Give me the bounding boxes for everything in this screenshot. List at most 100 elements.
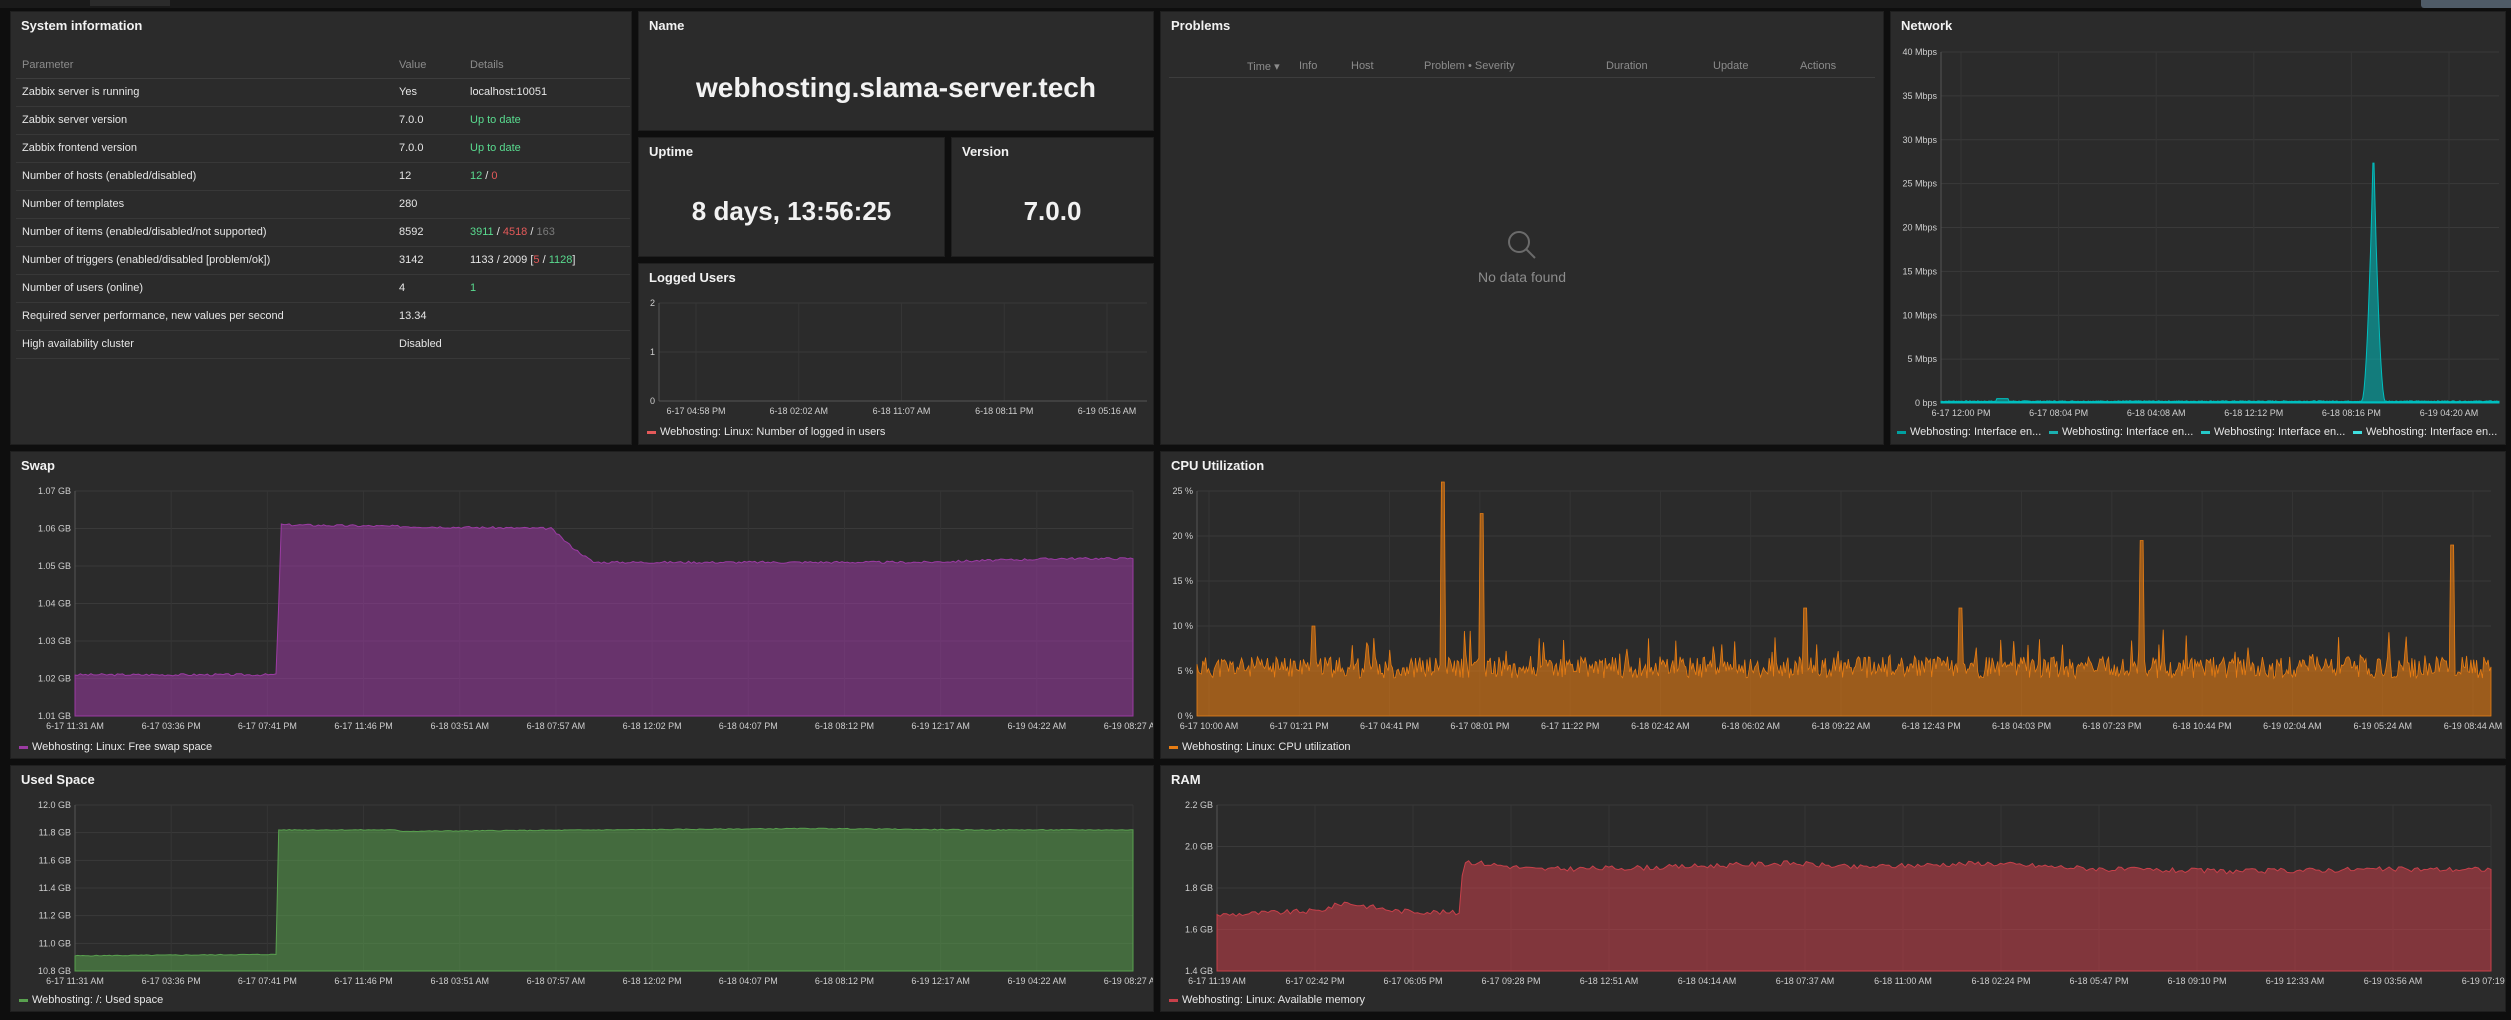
x-tick-label: 6-19 08:44 AM (2444, 721, 2503, 731)
x-tick-label: 6-18 07:57 AM (527, 721, 586, 731)
used-space-chart: 12.0 GB 11.8 GB 11.6 GB 11.4 GB 11.2 GB 11.0 … (19, 800, 1154, 1006)
value-cell: 3142 (393, 246, 464, 275)
y-tick-label: 2.0 GB (1185, 842, 1213, 852)
y-tick-label: 20 Mbps (1902, 223, 1937, 233)
legend-label: Webhosting: Interface en... (2062, 426, 2193, 438)
used-space-widget: Used Space 12.0 GB 11.8 GB 11.6 GB 11.4 GB 1… (10, 765, 1154, 1012)
y-tick-label: 12.0 GB (38, 800, 71, 810)
legend-label: Webhosting: Interface en... (1910, 426, 2041, 438)
top-bar (0, 0, 2511, 8)
x-tick-label: 6-18 05:47 PM (2069, 976, 2128, 986)
x-tick-label: 6-18 04:07 PM (719, 721, 778, 731)
legend-swatch (2201, 431, 2210, 434)
details-part: Up to date (470, 114, 521, 126)
no-data-text: No data found (1478, 269, 1566, 285)
y-tick-label: 10 Mbps (1902, 310, 1937, 320)
x-tick-label: 6-18 12:02 PM (623, 976, 682, 986)
details-cell: 3911 / 4518 / 163 (464, 218, 630, 247)
series-area (74, 523, 1134, 717)
widget-title: Problems (1171, 18, 1231, 33)
y-tick-label: 1.03 GB (38, 636, 71, 646)
details-part: localhost:10051 (470, 86, 548, 98)
y-tick-label: 5 Mbps (1907, 354, 1937, 364)
cpu-utilization-chart: 25 % 20 % 15 % 10 % 5 % 0 %6-17 10:00 AM 6-17 … (1169, 481, 2503, 753)
x-tick-label: 6-18 03:51 AM (430, 721, 489, 731)
x-tick-label: 6-17 11:19 AM (1188, 976, 1246, 986)
details-cell (464, 330, 630, 359)
y-tick-label: 0 (650, 396, 655, 406)
y-tick-label: 5 % (1177, 666, 1193, 676)
legend-label: Webhosting: Interface en... (2214, 426, 2345, 438)
x-tick-label: 6-19 08:27 AM (1104, 976, 1154, 986)
legend-swatch (1169, 746, 1178, 749)
details-part: 1 (470, 282, 477, 294)
details-part: ] (572, 254, 576, 266)
x-tick-label: 6-18 11:07 AM (873, 406, 931, 416)
x-tick-label: 6-17 02:42 PM (1285, 976, 1344, 986)
x-tick-label: 6-17 11:46 PM (334, 976, 392, 986)
x-tick-label: 6-17 08:04 PM (2029, 408, 2088, 418)
details-part: 1128 (548, 254, 573, 266)
parameter-cell: High availability cluster (16, 330, 393, 359)
widget-title: Swap (21, 458, 55, 473)
column-header-details: Details (464, 52, 630, 79)
details-part: 163 (536, 226, 555, 238)
y-tick-label: 15 % (1172, 576, 1193, 586)
problems-widget: Problems Time ▾ Info Host Problem • Seve… (1160, 11, 1884, 445)
y-tick-label: 1.4 GB (1185, 966, 1213, 976)
x-tick-label: 6-18 06:02 AM (1721, 721, 1780, 731)
dashboard-tab[interactable] (90, 0, 170, 6)
y-tick-label: 0 % (1177, 711, 1193, 721)
y-tick-label: 11.2 GB (39, 911, 71, 921)
widget-title: CPU Utilization (1171, 458, 1265, 473)
x-tick-label: 6-18 08:16 PM (2322, 408, 2381, 418)
x-tick-label: 6-18 08:12 PM (815, 721, 874, 731)
x-tick-label: 6-17 11:46 PM (334, 721, 392, 731)
x-tick-label: 6-18 12:43 PM (1902, 721, 1961, 731)
x-tick-label: 6-19 12:17 AM (911, 976, 970, 986)
legend-label: Webhosting: /: Used space (32, 994, 163, 1006)
version-value: 7.0.0 (1023, 196, 1082, 226)
parameter-cell: Number of items (enabled/disabled/not su… (16, 218, 393, 247)
details-part: / (493, 226, 503, 238)
value-cell: 13.34 (393, 302, 464, 331)
x-tick-label: 6-17 06:05 PM (1383, 976, 1442, 986)
widget-title: Used Space (21, 772, 95, 787)
y-tick-label: 1.05 GB (38, 561, 71, 571)
y-tick-label: 10 % (1172, 621, 1193, 631)
x-tick-label: 6-18 09:10 PM (2167, 976, 2226, 986)
legend-swatch (1897, 431, 1906, 434)
y-tick-label: 10.8 GB (38, 966, 71, 976)
value-cell: 7.0.0 (393, 134, 464, 163)
y-tick-label: 2 (650, 298, 655, 308)
details-part: 1133 / 2009 [ (470, 254, 534, 266)
x-tick-label: 6-18 04:07 PM (719, 976, 778, 986)
value-cell: 280 (393, 190, 464, 219)
uptime-value: 8 days, 13:56:25 (691, 196, 892, 226)
cpu-utilization-widget: CPU Utilization 25 % 20 % 15 % 10 % 5 % 0 % 6-… (1160, 451, 2506, 759)
edit-dashboard-button[interactable] (2421, 0, 2511, 8)
x-tick-label: 6-17 11:31 AM (46, 721, 104, 731)
x-tick-label: 6-17 04:58 PM (666, 406, 725, 416)
x-tick-label: 6-18 07:57 AM (527, 976, 586, 986)
logged-users-chart: 2 1 0 6-17 04:58 PM 6-18 02:02 AM 6-18 11:07 … (647, 298, 1147, 438)
value-cell: 8592 (393, 218, 464, 247)
details-part: 4518 (502, 226, 528, 238)
name-widget: Name webhosting.slama-server.tech (638, 11, 1154, 131)
y-tick-label: 1.02 GB (38, 674, 71, 684)
x-tick-label: 6-17 08:01 PM (1450, 721, 1509, 731)
y-tick-label: 0 bps (1915, 398, 1938, 408)
column-header-time[interactable]: Time ▾ (1247, 61, 1280, 73)
x-tick-label: 6-17 07:41 PM (238, 721, 297, 731)
y-tick-label: 40 Mbps (1902, 47, 1937, 57)
y-tick-label: 11.6 GB (39, 855, 71, 865)
series-area (1196, 481, 2492, 717)
x-tick-label: 6-18 03:51 AM (430, 976, 489, 986)
details-part: 5 (533, 254, 540, 266)
y-tick-label: 25 Mbps (1902, 179, 1937, 189)
parameter-cell: Number of users (online) (16, 274, 393, 303)
y-tick-label: 30 Mbps (1902, 135, 1937, 145)
x-tick-label: 6-19 03:56 AM (2364, 976, 2423, 986)
table-row: Zabbix server is running Yes localhost:100… (16, 78, 630, 107)
swap-chart: 1.07 GB 1.06 GB 1.05 GB 1.04 GB 1.03 GB 1.02 … (19, 486, 1153, 753)
